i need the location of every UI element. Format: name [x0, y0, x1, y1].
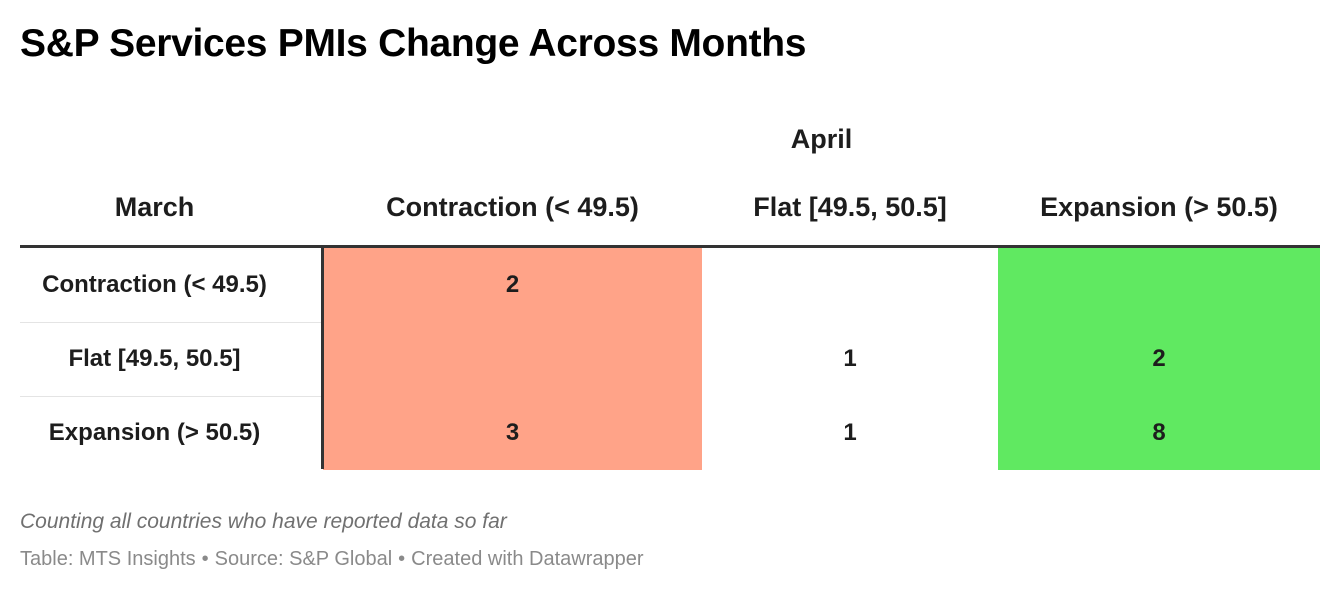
row-label-separator — [321, 248, 324, 469]
cell-flat-contraction — [323, 322, 702, 396]
cell-contraction-flat — [702, 248, 998, 322]
chart-title: S&P Services PMIs Change Across Months — [20, 22, 807, 65]
cell-expansion-contraction: 3 — [323, 396, 702, 470]
cell-expansion-flat: 1 — [702, 396, 998, 470]
footer-separator: • — [398, 548, 406, 570]
column-header-expansion: Expansion (> 50.5) — [1040, 192, 1278, 222]
column-header-flat: Flat [49.5, 50.5] — [753, 192, 947, 222]
row-header: March — [114, 192, 195, 222]
cell-contraction-contraction: 2 — [323, 248, 702, 322]
cell-contraction-expansion — [998, 248, 1320, 322]
footer-credit-label: Created with Datawrapper — [411, 548, 644, 570]
column-group-header: April — [790, 124, 853, 154]
cell-flat-flat: 1 — [702, 322, 998, 396]
header-rule — [20, 245, 1320, 248]
row-label-contraction: Contraction (< 49.5) — [42, 271, 267, 298]
transition-table: April March Contraction (< 49.5) Flat [4… — [20, 0, 1320, 594]
cell-flat-expansion: 2 — [998, 322, 1320, 396]
row-label-expansion: Expansion (> 50.5) — [48, 419, 261, 446]
footer-source-label: Source: S&P Global — [214, 548, 393, 570]
cell-expansion-expansion: 8 — [998, 396, 1320, 470]
row-label-flat: Flat [49.5, 50.5] — [68, 345, 241, 372]
footer-table-label: Table: MTS Insights — [20, 548, 196, 570]
table-note: Counting all countries who have reported… — [20, 510, 507, 533]
footer: Table: MTS Insights • Source: S&P Global • C… — [20, 548, 644, 571]
column-header-contraction: Contraction (< 49.5) — [386, 192, 639, 222]
footer-separator: • — [201, 548, 209, 570]
